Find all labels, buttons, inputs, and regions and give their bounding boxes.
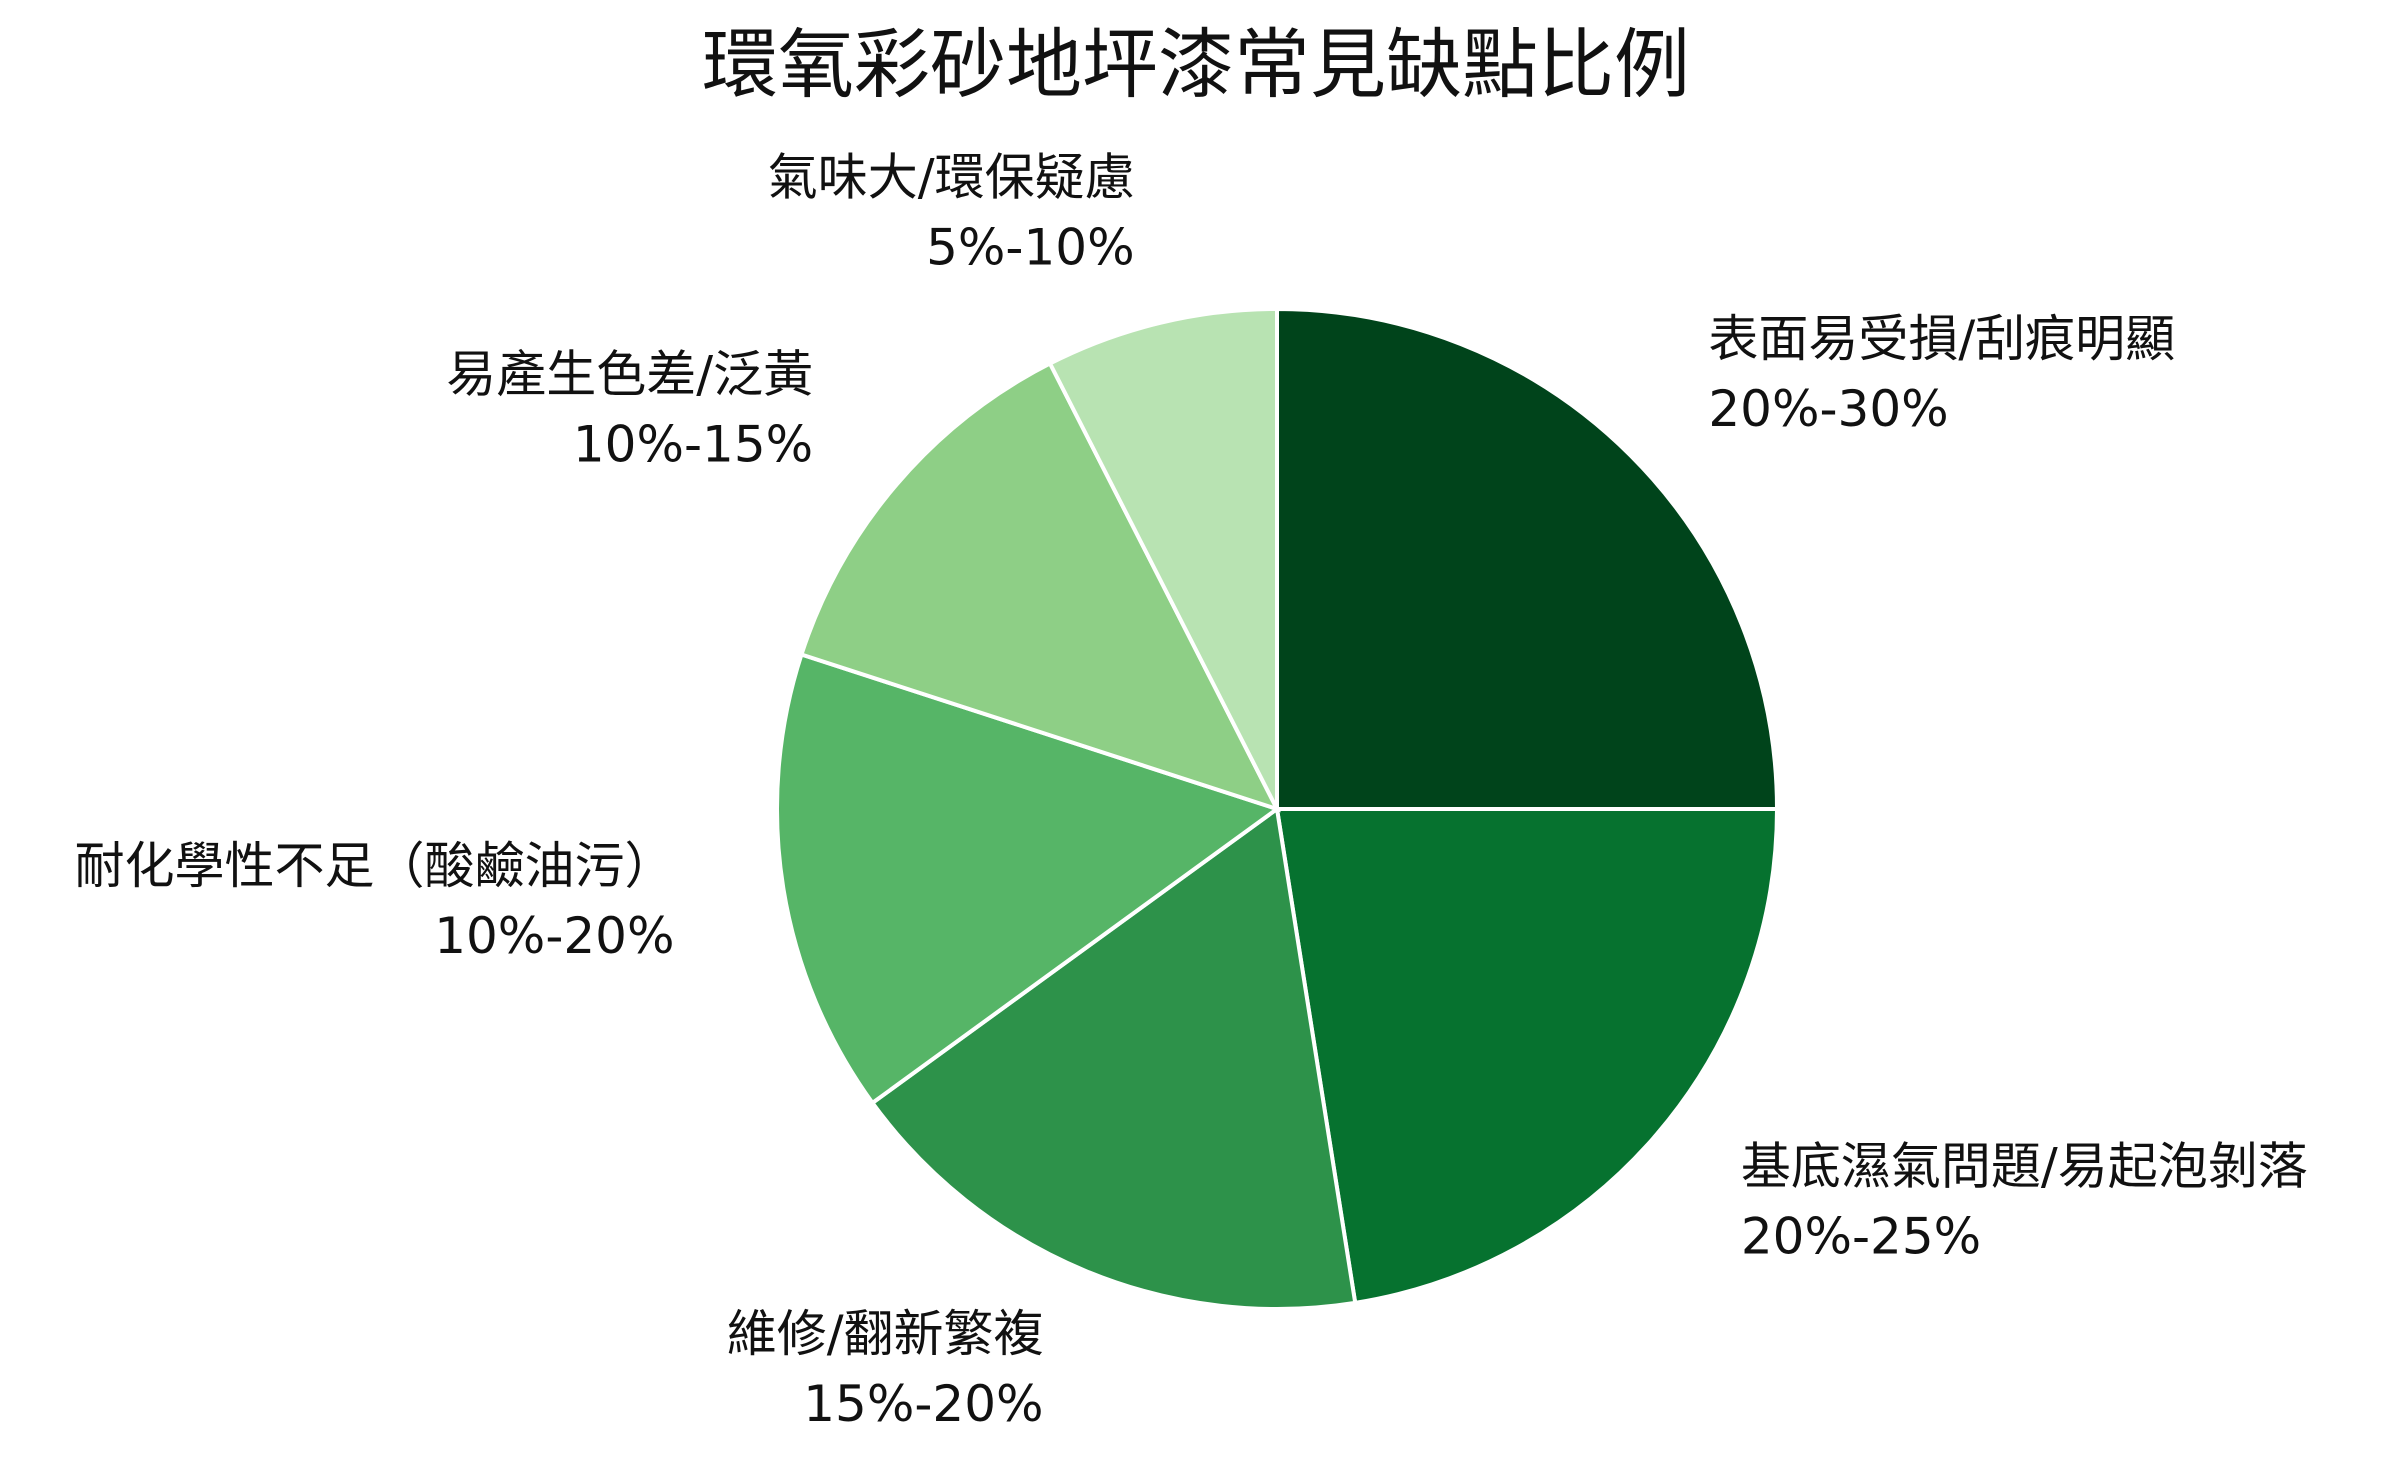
slice-label: 基底濕氣問題/易起泡剝落 [1741,1138,2308,1196]
slice-label: 耐化學性不足（酸鹼油污） [75,837,675,895]
slice-value-label: 10%-20% [434,907,674,965]
slice-value-label: 20%-25% [1741,1208,1981,1266]
slice-label: 表面易受損/刮痕明顯 [1708,310,2175,368]
slice-value-label: 20%-30% [1708,380,1948,438]
pie-slice [1047,306,1279,810]
chart-title: 環氧彩砂地坪漆常見缺點比例 [702,20,1690,109]
pie-slice [798,360,1281,813]
slice-label: 氣味大/環保疑慮 [768,148,1135,206]
slice-label: 易產生色差/泛黃 [446,345,813,403]
slice-value-label: 10%-15% [573,415,813,473]
slice-label: 維修/翻新繁複 [727,1305,1044,1363]
slice-value-label: 5%-10% [926,218,1135,276]
pie-slice [1274,807,1780,1306]
pie-slice [775,651,1282,1106]
pie-slice [869,805,1358,1311]
slice-value-label: 15%-20% [803,1375,1043,1433]
pie-slice [1275,306,1780,811]
